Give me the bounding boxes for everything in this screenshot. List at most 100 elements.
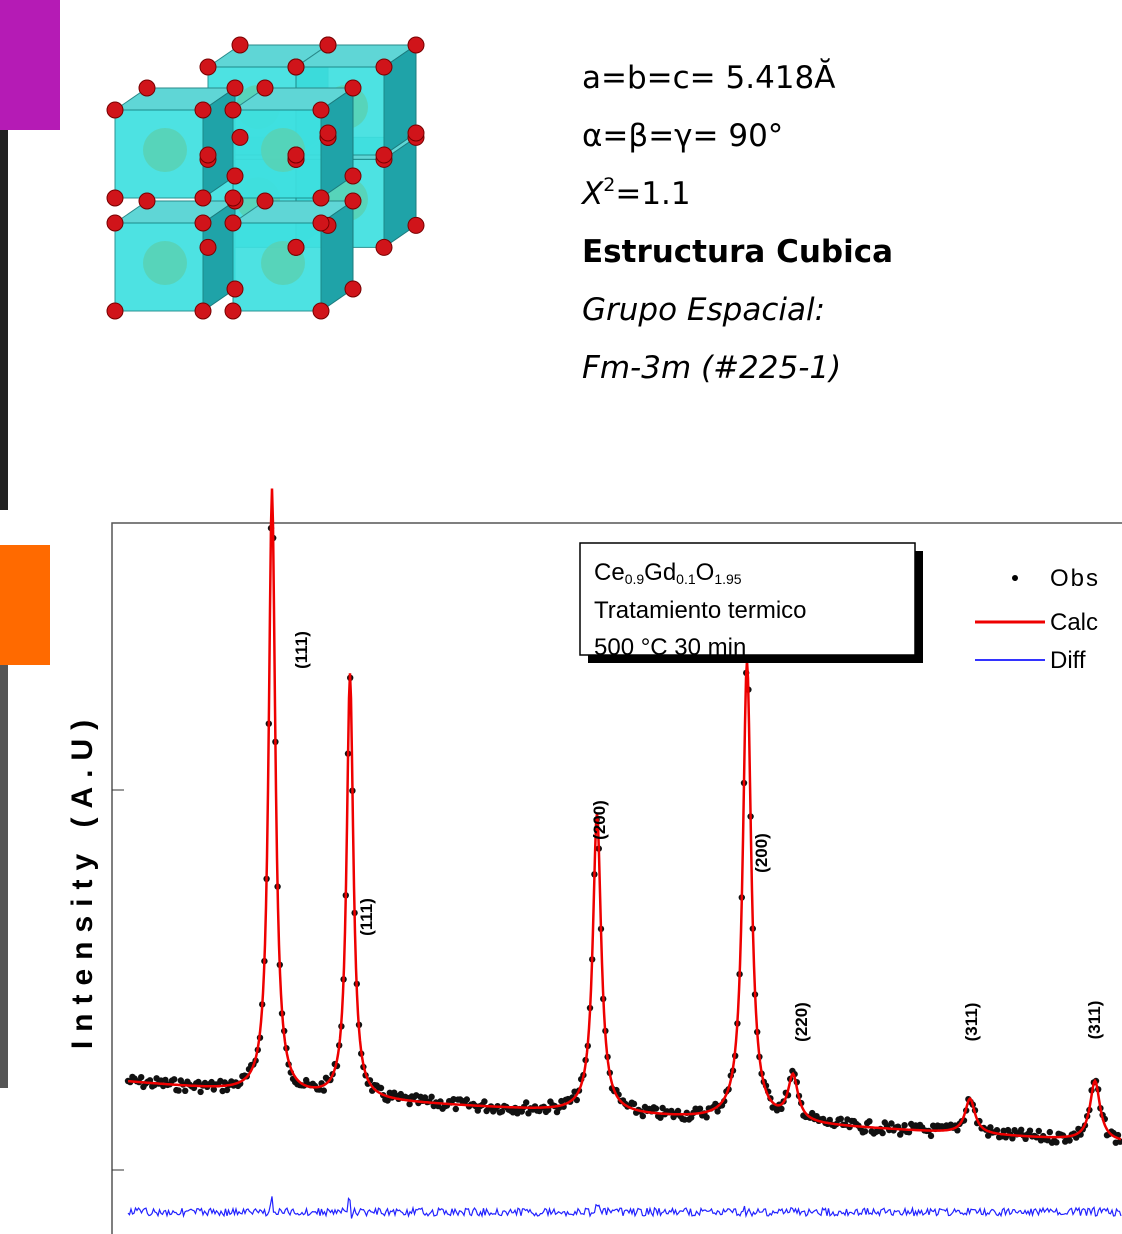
obs-dot bbox=[778, 1106, 784, 1112]
oxygen-atom bbox=[345, 80, 361, 96]
lattice-text: a=b=c= 5.418Ă bbox=[582, 59, 835, 96]
slide-canvas: a=b=c= 5.418Ă α=β=γ= 90° X2=1.1 Estructu… bbox=[0, 0, 1122, 1234]
oxygen-atom bbox=[345, 168, 361, 184]
treatment-text: Tratamiento termico bbox=[594, 597, 807, 624]
obs-dot bbox=[862, 1128, 868, 1134]
obs-dot bbox=[378, 1085, 384, 1091]
obs-dot bbox=[481, 1098, 487, 1104]
oxygen-atom bbox=[227, 80, 243, 96]
obs-dot bbox=[138, 1074, 144, 1080]
chi-symbol: X bbox=[580, 176, 604, 212]
obs-dot bbox=[1027, 1128, 1033, 1134]
crystal-structure bbox=[107, 37, 424, 319]
oxygen-atom bbox=[408, 37, 424, 53]
chi-exponent: 2 bbox=[603, 174, 615, 196]
obs-dot bbox=[1036, 1128, 1042, 1134]
oxygen-atom bbox=[257, 193, 273, 209]
obs-dot bbox=[321, 1087, 327, 1093]
oxygen-atom bbox=[200, 147, 216, 163]
subscript: 1.95 bbox=[714, 571, 741, 587]
obs-dot bbox=[901, 1122, 907, 1128]
oxygen-atom bbox=[225, 303, 241, 319]
obs-dot bbox=[453, 1106, 459, 1112]
element: O bbox=[696, 559, 715, 586]
obs-dot bbox=[928, 1133, 934, 1139]
oxygen-atom bbox=[227, 168, 243, 184]
cube-atom bbox=[143, 241, 187, 285]
oxygen-atom bbox=[320, 37, 336, 53]
element: Ce bbox=[594, 559, 625, 586]
oxygen-atom bbox=[313, 303, 329, 319]
oxygen-atom bbox=[408, 217, 424, 233]
obs-dot bbox=[640, 1113, 646, 1119]
obs-dot bbox=[879, 1130, 885, 1136]
obs-dot bbox=[1018, 1127, 1024, 1133]
oxygen-atom bbox=[200, 59, 216, 75]
oxygen-atom bbox=[139, 193, 155, 209]
angles-text: α=β=γ= 90° bbox=[582, 118, 783, 154]
obs-dot bbox=[1047, 1129, 1053, 1135]
obs-dot bbox=[1053, 1139, 1059, 1145]
obs-dot bbox=[523, 1099, 529, 1105]
oxygen-atom bbox=[195, 190, 211, 206]
legend-marker bbox=[1012, 575, 1018, 581]
oxygen-atom bbox=[225, 102, 241, 118]
obs-dot bbox=[175, 1087, 181, 1093]
cube-atom bbox=[143, 128, 187, 172]
oxygen-atom bbox=[195, 303, 211, 319]
oxygen-atom bbox=[107, 215, 123, 231]
obs-dot bbox=[428, 1094, 434, 1100]
obs-dot bbox=[464, 1096, 470, 1102]
oxygen-atom bbox=[345, 193, 361, 209]
peak-label: (220) bbox=[792, 1002, 811, 1042]
oxygen-atom bbox=[313, 215, 329, 231]
diff-curve bbox=[128, 1196, 1121, 1218]
subscript: 0.1 bbox=[676, 571, 696, 587]
obs-dot bbox=[182, 1088, 188, 1094]
oxygen-atom bbox=[107, 102, 123, 118]
slide: a=b=c= 5.418Ă α=β=γ= 90° X2=1.1 Estructu… bbox=[0, 0, 1122, 1234]
oxygen-atom bbox=[288, 147, 304, 163]
peak-label: (200) bbox=[752, 833, 771, 873]
oxygen-atom bbox=[232, 37, 248, 53]
obs-dot bbox=[653, 1105, 659, 1111]
chi-value: =1.1 bbox=[615, 176, 690, 212]
chi-text: X2=1.1 bbox=[580, 174, 691, 212]
obs-dot bbox=[631, 1101, 637, 1107]
oxygen-atom bbox=[408, 125, 424, 141]
oxygen-atom bbox=[107, 303, 123, 319]
oxygen-atom bbox=[225, 190, 241, 206]
oxygen-atom bbox=[257, 80, 273, 96]
peak-label: (200) bbox=[590, 800, 609, 840]
obs-dot bbox=[1066, 1137, 1072, 1143]
oxygen-atom bbox=[376, 59, 392, 75]
legend-label: Calc bbox=[1050, 609, 1098, 636]
oxygen-atom bbox=[225, 215, 241, 231]
space-group-label: Grupo Espacial: bbox=[582, 292, 825, 328]
legend-label: Obs bbox=[1050, 565, 1100, 592]
structure-text: Estructura Cubica bbox=[582, 234, 893, 270]
oxygen-atom bbox=[288, 239, 304, 255]
peak-label: (311) bbox=[962, 1003, 981, 1042]
oxygen-atom bbox=[195, 215, 211, 231]
peak-label: (311) bbox=[1085, 1001, 1104, 1040]
space-group: Fm-3m (#225-1) bbox=[582, 350, 841, 386]
obs-dot bbox=[703, 1114, 709, 1120]
y-axis-label: Intensity (A.U) bbox=[66, 711, 99, 1049]
oxygen-atom bbox=[313, 102, 329, 118]
obs-dot bbox=[697, 1106, 703, 1112]
oxygen-atom bbox=[139, 80, 155, 96]
oxygen-atom bbox=[288, 59, 304, 75]
oxygen-atom bbox=[313, 190, 329, 206]
subscript: 0.9 bbox=[625, 571, 645, 587]
obs-dot bbox=[197, 1089, 203, 1095]
element: Gd bbox=[644, 559, 676, 586]
oxygen-atom bbox=[376, 147, 392, 163]
accent-block bbox=[0, 0, 60, 130]
peak-label: (111) bbox=[292, 631, 311, 669]
accent-block bbox=[0, 545, 50, 665]
oxygen-atom bbox=[232, 129, 248, 145]
oxygen-atom bbox=[195, 102, 211, 118]
conditions-text: 500 °C 30 min bbox=[594, 634, 746, 661]
oxygen-atom bbox=[107, 190, 123, 206]
